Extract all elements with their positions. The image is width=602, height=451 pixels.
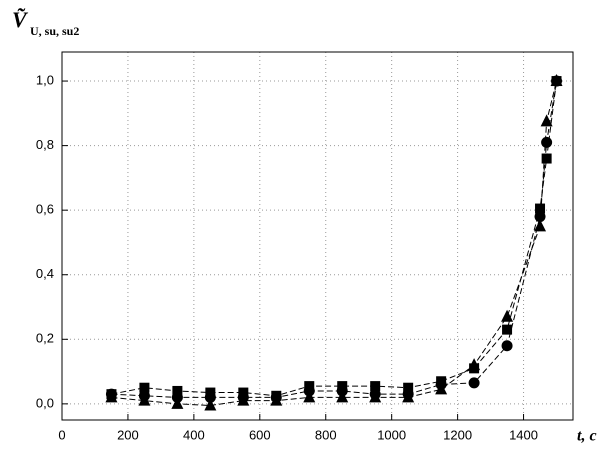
marker (403, 382, 414, 393)
x-tick-label: 0 (58, 427, 65, 442)
y-tick-label: 0,2 (36, 331, 54, 346)
marker (370, 381, 381, 392)
y-tick-label: 0,0 (36, 395, 54, 410)
series-line (111, 80, 558, 406)
marker (336, 390, 349, 403)
x-tick-label: 1200 (443, 427, 472, 442)
x-tick-label: 200 (117, 427, 139, 442)
marker (139, 382, 150, 393)
marker (369, 390, 382, 403)
marker (468, 358, 481, 371)
plot-frame (61, 51, 574, 421)
x-tick-label: 800 (315, 427, 337, 442)
marker (171, 396, 184, 409)
marker (204, 398, 217, 411)
marker (204, 391, 216, 403)
y-tick-label: 0,8 (36, 137, 54, 152)
series-line (111, 80, 558, 397)
marker (138, 393, 151, 406)
marker (270, 393, 283, 406)
marker (468, 377, 480, 389)
x-axis-label: t, c (577, 428, 597, 445)
marker (303, 390, 316, 403)
x-tick-label: 1000 (377, 427, 406, 442)
marker (501, 340, 513, 352)
x-tick-label: 400 (183, 427, 205, 442)
y-axis-label-sub: U, su, su2 (30, 24, 79, 38)
marker (502, 324, 513, 335)
y-tick-label: 0,6 (36, 202, 54, 217)
marker (550, 74, 563, 87)
x-tick-label: 1400 (509, 427, 538, 442)
y-axis-label: Ṽ (12, 7, 29, 32)
marker (534, 219, 547, 232)
marker (402, 390, 415, 403)
marker (237, 393, 250, 406)
y-tick-label: 1,0 (36, 72, 54, 87)
marker (534, 211, 546, 223)
marker (541, 136, 553, 148)
marker (541, 153, 552, 164)
series-line (111, 80, 558, 398)
x-tick-label: 600 (249, 427, 271, 442)
marker (535, 203, 546, 214)
marker (501, 309, 514, 322)
marker (105, 390, 118, 403)
y-tick-label: 0,4 (36, 266, 54, 281)
marker (435, 382, 448, 395)
marker (172, 385, 183, 396)
marker (540, 114, 553, 127)
